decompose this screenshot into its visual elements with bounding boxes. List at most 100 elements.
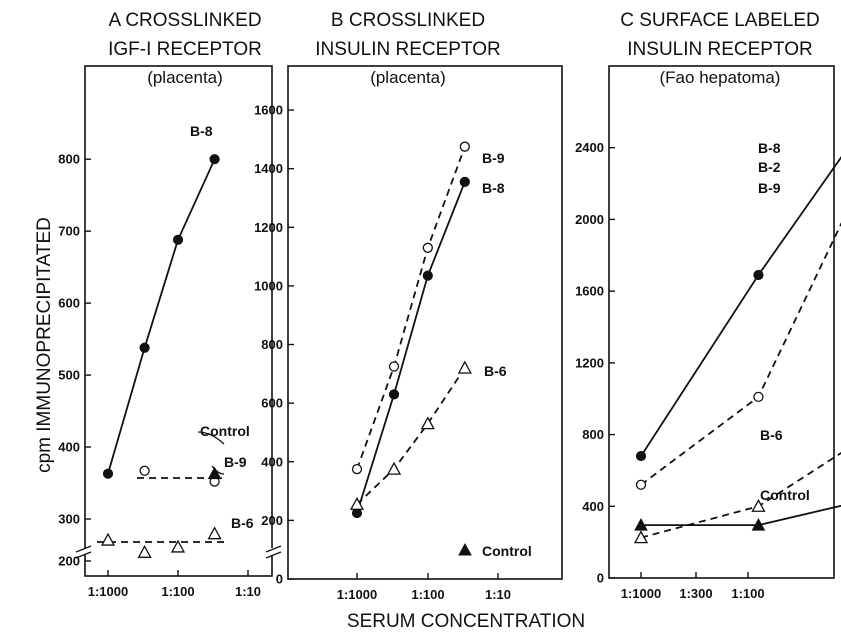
axis-break-gap: [82, 548, 88, 555]
data-point-b-6: [170, 539, 186, 553]
data-point-b-9: [459, 141, 470, 152]
y-tick-label: 200: [261, 513, 283, 528]
y-tick-label: 600: [261, 396, 283, 411]
axis-break-mark: [75, 551, 92, 559]
series-label-b-2: B-2: [758, 159, 781, 175]
x-tick-label: 1:1000: [337, 587, 377, 602]
y-axis-label: cpm IMMUNOPRECIPITATED: [34, 217, 55, 473]
data-point-b-9: [351, 463, 363, 475]
y-tick-label: 400: [582, 499, 604, 514]
panel-c: C SURFACE LABELED INSULIN RECEPTOR (Fao he…: [575, 10, 841, 601]
leader-line: [197, 431, 225, 445]
series-line-b-9: [640, 222, 841, 486]
data-point-b-6: [751, 498, 766, 512]
x-tick-label: 1:100: [411, 587, 444, 602]
series-label-b-6: B-6: [484, 363, 507, 379]
leader-line: [211, 465, 225, 475]
axis-break-mark: [75, 545, 92, 553]
data-point-b-9: [635, 479, 647, 490]
x-tick-label: 1:1000: [88, 584, 128, 599]
series-line-b-8: [640, 155, 841, 457]
data-point-b-9: [139, 465, 150, 476]
series-line-b-8: [356, 181, 466, 514]
data-point-control: [751, 518, 766, 531]
y-tick-label: 0: [597, 571, 604, 586]
data-point-b-6: [207, 526, 222, 540]
panel-title-line1: C SURFACE LABELED: [620, 10, 820, 31]
y-tick-label: 700: [58, 224, 80, 239]
series-label-b-8: B-8: [482, 180, 505, 196]
series-label-b-6: B-6: [760, 427, 783, 443]
series-label-b-9: B-9: [758, 180, 781, 196]
data-point-b-8: [753, 269, 764, 281]
panel-a: A CROSSLINKED IGF-I RECEPTOR (placenta) 200…: [58, 10, 282, 599]
data-point-b-6: [349, 496, 365, 510]
data-point-b-6: [633, 530, 649, 544]
y-tick-label: 1000: [254, 278, 283, 293]
series-label-b-8: B-8: [190, 123, 213, 139]
series-line-b-8: [107, 158, 216, 474]
y-tick-label: 0: [276, 572, 283, 587]
legend-marker-control: [458, 542, 472, 556]
data-point-b-9: [422, 242, 433, 253]
data-point-b-6: [386, 461, 402, 475]
x-axis-label: SERUM CONCENTRATION: [347, 611, 585, 632]
series-label-b-8: B-8: [758, 140, 781, 156]
series-label-b-6: B-6: [231, 515, 254, 531]
y-tick-label: 800: [58, 152, 80, 167]
x-tick-label: 1:10: [235, 584, 261, 599]
panel-subtitle: (placenta): [370, 68, 446, 87]
series-label-control: Control: [200, 423, 250, 439]
y-tick-label: 1600: [575, 284, 604, 299]
y-tick-label: 500: [58, 368, 80, 383]
panel-title-line1: A CROSSLINKED: [108, 10, 261, 31]
series-line-b-6: [356, 367, 466, 505]
panel-title-line2: IGF-I RECEPTOR: [108, 39, 262, 60]
x-tick-label: 1:100: [161, 584, 194, 599]
x-tick-label: 1:100: [731, 586, 764, 601]
y-tick-label: 300: [58, 512, 80, 527]
data-point-b-9: [753, 391, 764, 403]
series-label-b-9: B-9: [224, 454, 247, 470]
y-tick-label: 1200: [254, 220, 283, 235]
data-point-control: [634, 518, 648, 531]
y-tick-label: 600: [58, 296, 80, 311]
series-line-control: [641, 504, 841, 527]
panel-b: B CROSSLINKED INSULIN RECEPTOR (placenta) 0…: [254, 10, 563, 602]
y-tick-label: 800: [261, 337, 283, 352]
y-tick-label: 800: [582, 427, 604, 442]
y-tick-label: 1600: [254, 103, 283, 118]
panel-subtitle: (placenta): [147, 68, 223, 87]
series-label-control: Control: [482, 543, 532, 559]
y-tick-label: 2400: [575, 140, 604, 155]
data-point-b-8: [102, 468, 114, 479]
series-label-b-9: B-9: [482, 150, 505, 166]
data-point-b-8: [172, 234, 184, 245]
y-tick-label: 2000: [575, 212, 604, 227]
x-tick-label: 1:300: [679, 586, 712, 601]
data-point-b-6: [457, 360, 472, 374]
axis-break-mark: [265, 551, 282, 559]
y-tick-label: 1400: [254, 161, 283, 176]
series-line-b-6: [640, 452, 841, 539]
data-point-b-8: [139, 342, 150, 353]
data-point-b-8: [459, 176, 470, 187]
axis-break-mark: [265, 545, 282, 553]
x-tick-label: 1:1000: [621, 586, 661, 601]
panel-title-line2: INSULIN RECEPTOR: [315, 39, 500, 60]
data-point-b-6: [420, 416, 435, 430]
series-label-control: Control: [760, 487, 810, 503]
panel-subtitle: (Fao hepatoma): [660, 68, 781, 87]
y-tick-label: 400: [58, 440, 80, 455]
axis-break-gap: [269, 548, 275, 555]
data-point-b-8: [209, 154, 220, 165]
data-point-b-8: [388, 389, 400, 400]
data-point-b-9: [388, 361, 400, 372]
x-tick-label: 1:10: [485, 587, 511, 602]
data-point-b-6: [100, 532, 116, 546]
plot-frame: [608, 65, 835, 579]
data-point-b-8: [422, 270, 433, 281]
data-point-control: [207, 466, 222, 480]
y-tick-label: 200: [58, 554, 80, 569]
